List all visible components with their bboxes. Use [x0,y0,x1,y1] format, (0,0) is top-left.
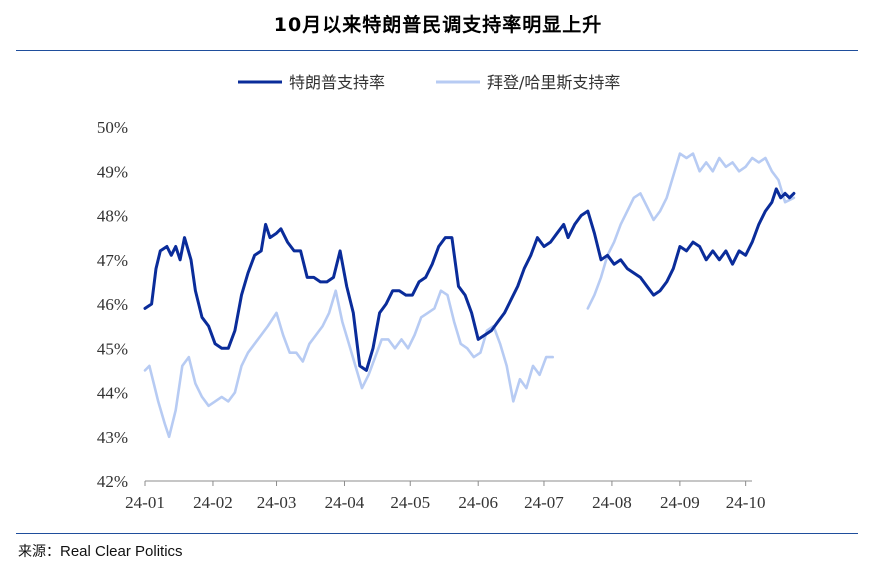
x-tick-label: 24-04 [325,493,365,512]
y-tick-label: 45% [97,339,128,358]
x-tick-label: 24-10 [726,493,766,512]
y-tick-label: 50% [97,118,128,137]
y-tick-label: 47% [97,251,128,270]
bottom-rule [16,533,858,534]
x-tick-label: 24-05 [390,493,430,512]
legend-label: 拜登/哈里斯支持率 [487,73,620,92]
legend-item-trump: 特朗普支持率 [238,73,385,92]
series-layer [143,152,796,439]
x-tick-label: 24-01 [125,493,165,512]
source-name: Real Clear Politics [60,543,183,560]
legend-item-biden-harris: 拜登/哈里斯支持率 [436,73,620,92]
y-tick-label: 48% [97,207,128,226]
y-axis: 42% 43% 44% 45% 46% 47% 48% 49% 50% [97,118,128,491]
source-label: 来源： [18,544,60,560]
y-tick-label: 46% [97,295,128,314]
x-tick-label: 24-07 [524,493,564,512]
y-tick-label: 49% [97,162,128,181]
x-tick-label: 24-03 [257,493,297,512]
y-tick-label: 43% [97,428,128,447]
x-tick-label: 24-02 [193,493,233,512]
chart-title: 10月以来特朗普民调支持率明显上升 [273,14,603,36]
source-note: 来源：Real Clear Politics [18,541,183,561]
legend-label: 特朗普支持率 [289,73,385,92]
y-tick-label: 44% [97,384,128,403]
x-tick-label: 24-08 [592,493,632,512]
series-line-biden-harris [143,152,796,439]
y-tick-label: 42% [97,472,128,491]
x-tick-label: 24-06 [458,493,498,512]
line-chart: 特朗普支持率 拜登/哈里斯支持率 42% 43% 44% 45% 46% 47% 48% 49%… [97,73,796,512]
top-rule [16,50,858,51]
legend: 特朗普支持率 拜登/哈里斯支持率 [238,73,620,92]
x-axis: 24-01 24-02 24-03 24-04 24-05 24-06 24-07 24-08… [125,480,766,512]
x-tick-label: 24-09 [660,493,700,512]
series-line-trump [143,187,796,372]
